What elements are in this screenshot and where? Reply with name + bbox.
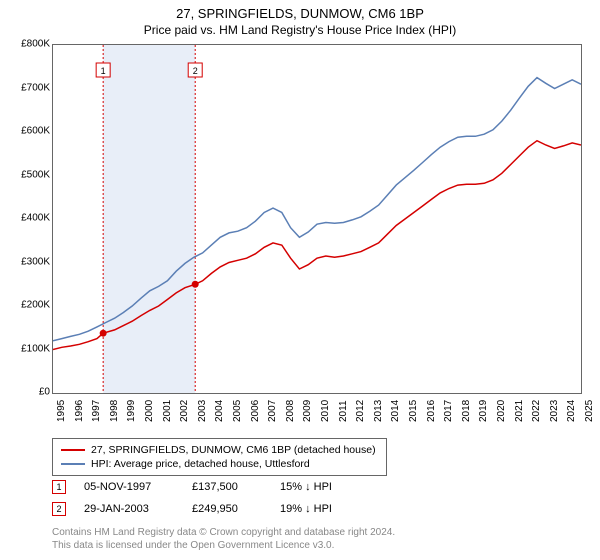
chart-plot-area: 12 [52,44,582,394]
purchase-row-1: 1 05-NOV-1997 £137,500 15% ↓ HPI [52,480,582,494]
legend-swatch-red [61,449,85,451]
purchase-delta: 15% ↓ HPI [280,481,332,493]
legend: 27, SPRINGFIELDS, DUNMOW, CM6 1BP (detac… [52,438,387,476]
x-tick-label: 2020 [496,400,507,422]
x-tick-label: 2013 [373,400,384,422]
footnote-line-1: Contains HM Land Registry data © Crown c… [52,526,582,539]
x-tick-label: 2006 [250,400,261,422]
x-tick-label: 2007 [267,400,278,422]
footnote: Contains HM Land Registry data © Crown c… [52,526,582,552]
x-tick-label: 2009 [302,400,313,422]
purchase-date: 29-JAN-2003 [84,503,174,515]
chart-svg: 12 [53,45,581,393]
x-tick-label: 1995 [56,400,67,422]
x-tick-label: 2015 [408,400,419,422]
x-tick-label: 2022 [531,400,542,422]
marker-icon: 2 [52,502,66,516]
x-tick-label: 2014 [390,400,401,422]
x-tick-label: 2019 [478,400,489,422]
x-tick-label: 2011 [338,400,349,422]
footnote-line-2: This data is licensed under the Open Gov… [52,539,582,552]
legend-label-property: 27, SPRINGFIELDS, DUNMOW, CM6 1BP (detac… [91,444,376,456]
y-tick-label: £600K [0,126,50,137]
legend-row-hpi: HPI: Average price, detached house, Uttl… [61,457,378,471]
x-tick-label: 2018 [461,400,472,422]
x-tick-label: 2004 [214,400,225,422]
x-tick-label: 2024 [566,400,577,422]
x-tick-label: 2012 [355,400,366,422]
svg-text:2: 2 [193,66,198,76]
x-tick-label: 1999 [126,400,137,422]
purchase-price: £137,500 [192,481,262,493]
x-tick-label: 2002 [179,400,190,422]
x-tick-label: 1998 [109,400,120,422]
y-tick-label: £800K [0,39,50,50]
x-tick-label: 2021 [514,400,525,422]
purchase-delta: 19% ↓ HPI [280,503,332,515]
marker-icon: 1 [52,480,66,494]
purchase-row-2: 2 29-JAN-2003 £249,950 19% ↓ HPI [52,502,582,516]
x-tick-label: 2017 [443,400,454,422]
purchase-price: £249,950 [192,503,262,515]
y-tick-label: £400K [0,213,50,224]
purchase-date: 05-NOV-1997 [84,481,174,493]
x-tick-label: 2005 [232,400,243,422]
legend-row-property: 27, SPRINGFIELDS, DUNMOW, CM6 1BP (detac… [61,443,378,457]
page-title: 27, SPRINGFIELDS, DUNMOW, CM6 1BP [0,0,600,21]
x-tick-label: 2016 [426,400,437,422]
svg-text:1: 1 [101,66,106,76]
y-tick-label: £100K [0,343,50,354]
legend-label-hpi: HPI: Average price, detached house, Uttl… [91,458,310,470]
x-tick-label: 1996 [74,400,85,422]
y-tick-label: £500K [0,169,50,180]
y-tick-label: £0 [0,387,50,398]
x-tick-label: 1997 [91,400,102,422]
x-tick-label: 2010 [320,400,331,422]
y-tick-label: £700K [0,82,50,93]
x-tick-label: 2008 [285,400,296,422]
y-tick-label: £200K [0,300,50,311]
x-tick-label: 2023 [549,400,560,422]
legend-swatch-blue [61,463,85,465]
x-tick-label: 2001 [162,400,173,422]
x-tick-label: 2000 [144,400,155,422]
x-tick-label: 2025 [584,400,595,422]
y-tick-label: £300K [0,256,50,267]
page-subtitle: Price paid vs. HM Land Registry's House … [0,21,600,37]
x-tick-label: 2003 [197,400,208,422]
